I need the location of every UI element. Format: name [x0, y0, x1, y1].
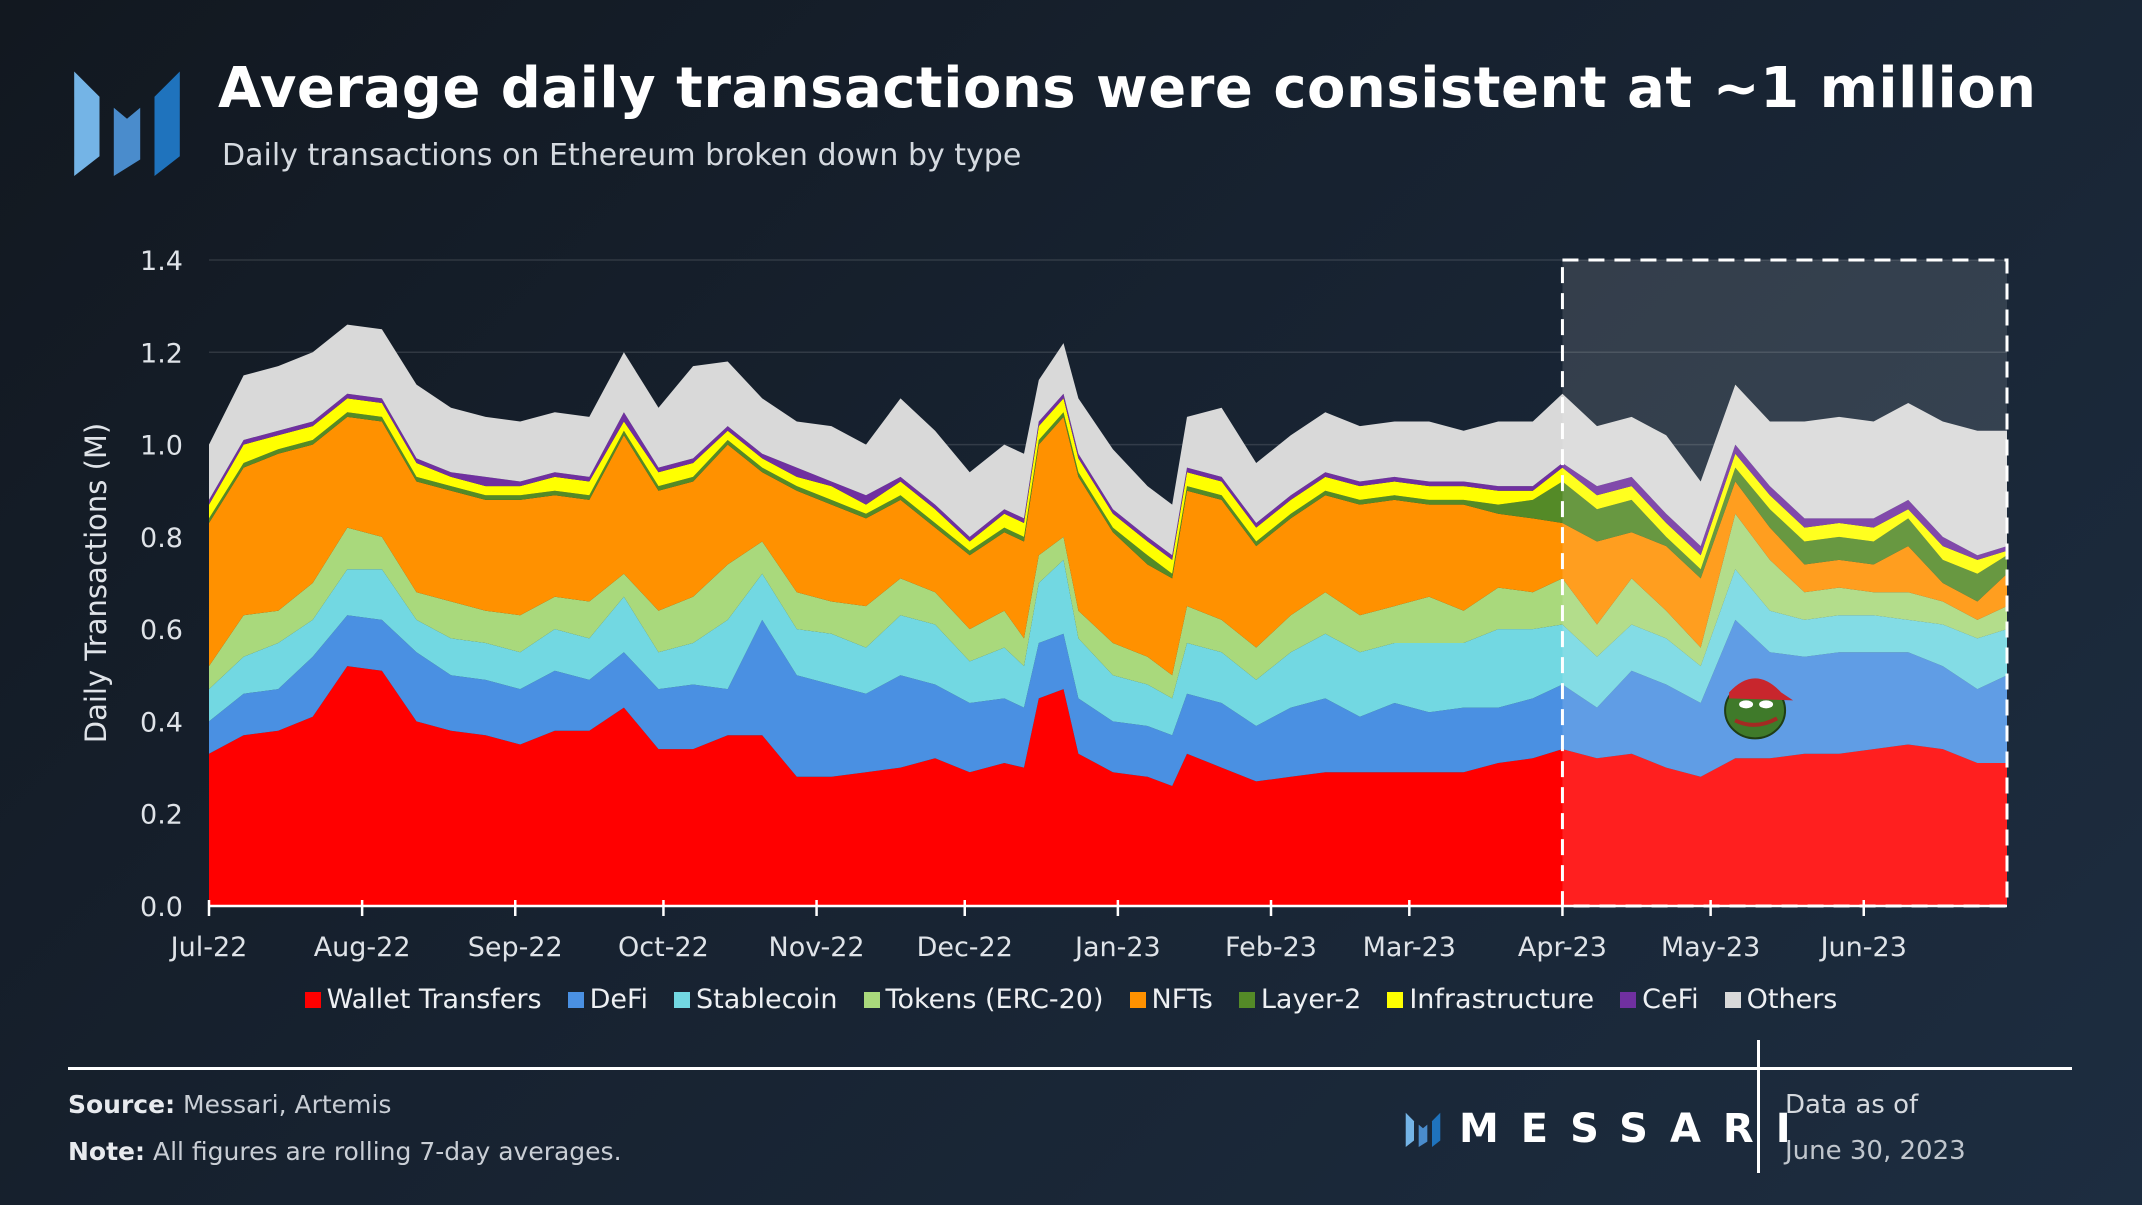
y-tick-label: 1.2 [140, 338, 183, 369]
source-line: Source: Messari, Artemis [68, 1090, 391, 1119]
x-tick-label: May-23 [1661, 932, 1760, 963]
y-tick-label: 0.6 [140, 615, 183, 646]
area-series-defi [209, 615, 2007, 786]
legend-swatch [863, 991, 880, 1008]
messari-logo-icon [1405, 1112, 1441, 1147]
legend-swatch [304, 991, 321, 1008]
legend-item: NFTs [1129, 984, 1213, 1015]
note-label: Note: [68, 1137, 146, 1166]
legend-swatch [1238, 991, 1255, 1008]
source-text: Messari, Artemis [175, 1090, 392, 1119]
pepe-frog-icon [1724, 678, 1794, 740]
y-tick-label: 0.0 [140, 892, 183, 923]
legend-label: Infrastructure [1409, 984, 1595, 1015]
messari-logo [74, 71, 180, 176]
x-tick-label: Apr-23 [1518, 932, 1607, 963]
chart-subtitle: Daily transactions on Ethereum broken do… [222, 138, 1022, 173]
x-tick-label: Jan-23 [1073, 932, 1161, 963]
legend-label: Wallet Transfers [326, 984, 542, 1015]
legend-label: Tokens (ERC-20) [885, 984, 1104, 1015]
data-as-of-date: June 30, 2023 [1785, 1136, 1966, 1166]
legend-item: DeFi [567, 984, 649, 1015]
area-series-wallet-transfers [209, 666, 2007, 906]
x-tick-label: Aug-22 [314, 932, 411, 963]
legend-swatch [1620, 991, 1637, 1008]
highlight-region [1560, 258, 2009, 908]
footer-divider [68, 1067, 2072, 1070]
x-tick-label: Feb-23 [1225, 932, 1317, 963]
footer-vertical-divider [1757, 1040, 1760, 1173]
legend-swatch [567, 991, 584, 1008]
legend-swatch [1724, 991, 1741, 1008]
legend-swatch [1129, 991, 1146, 1008]
legend-label: CeFi [1642, 984, 1699, 1015]
legend-item: CeFi [1620, 984, 1699, 1015]
legend-label: Others [1746, 984, 1838, 1015]
x-tick-label: Oct-22 [618, 932, 709, 963]
source-label: Source: [68, 1090, 176, 1119]
x-tick-label: Jul-22 [169, 932, 248, 963]
x-tick-label: Mar-23 [1363, 932, 1456, 963]
y-tick-label: 0.8 [140, 523, 183, 554]
legend-item: Tokens (ERC-20) [863, 984, 1104, 1015]
legend-item: Wallet Transfers [304, 984, 542, 1015]
area-series-nfts [209, 416, 2007, 676]
legend-label: Stablecoin [696, 984, 838, 1015]
messari-brand: MESSARI [1403, 1106, 1813, 1152]
area-series-tokens-erc-20- [209, 513, 2007, 699]
legend-item: Others [1724, 984, 1838, 1015]
legend-swatch [1387, 991, 1404, 1008]
brand-wordmark: MESSARI [1459, 1106, 1813, 1152]
legend-item: Infrastructure [1387, 984, 1594, 1015]
legend-label: DeFi [589, 984, 649, 1015]
x-tick-label: Sep-22 [468, 932, 563, 963]
legend-item: Stablecoin [674, 984, 838, 1015]
area-series-others [209, 324, 2007, 556]
legend-item: Layer-2 [1238, 984, 1362, 1015]
legend-label: Layer-2 [1260, 984, 1362, 1015]
note-text: All figures are rolling 7-day averages. [145, 1137, 622, 1166]
area-series-stablecoin [209, 559, 2007, 736]
y-tick-label: 0.4 [140, 707, 183, 738]
y-tick-label: 1.0 [140, 431, 183, 462]
area-series-infrastructure [209, 398, 2007, 574]
legend-swatch [674, 991, 691, 1008]
chart-title: Average daily transactions were consiste… [218, 56, 2037, 121]
area-series-cefi [209, 393, 2007, 560]
y-tick-label: 1.4 [140, 246, 183, 277]
legend: Wallet Transfers DeFi Stablecoin Tokens (ER… [0, 984, 2142, 1015]
area-series-layer-2 [209, 412, 2007, 602]
note-line: Note: All figures are rolling 7-day aver… [68, 1137, 622, 1166]
legend-label: NFTs [1151, 984, 1213, 1015]
x-tick-label: Dec-22 [917, 932, 1013, 963]
y-tick-label: 0.2 [140, 800, 183, 831]
data-as-of-label: Data as of [1785, 1090, 1919, 1120]
y-axis-label: Daily Transactions (M) [79, 422, 113, 744]
x-tick-label: Jun-23 [1819, 932, 1907, 963]
x-tick-label: Nov-22 [769, 932, 865, 963]
